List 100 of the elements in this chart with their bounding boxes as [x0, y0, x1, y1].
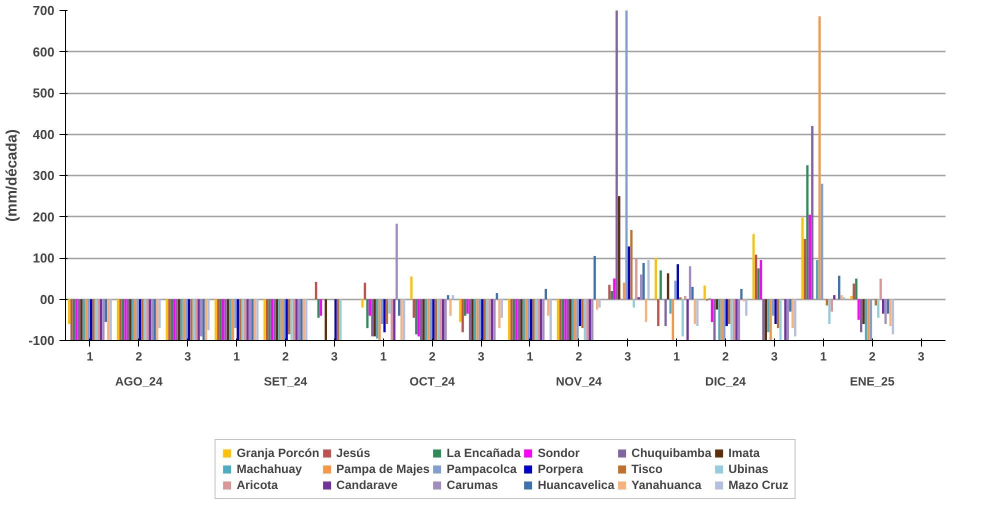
bar	[508, 299, 510, 340]
bar	[132, 299, 134, 340]
bar	[745, 299, 748, 316]
y-tick-label: 500	[32, 86, 55, 100]
legend-label: Sondor	[538, 446, 580, 460]
bar	[510, 299, 513, 340]
legend-label: Machahuay	[236, 462, 302, 476]
bar	[410, 276, 413, 300]
legend-label: Mazo Cruz	[728, 478, 788, 492]
legend-label: Huancavelica	[538, 478, 614, 492]
bar	[704, 286, 706, 300]
bar	[178, 299, 180, 340]
bar	[676, 264, 679, 300]
bar	[305, 299, 308, 340]
bar	[574, 299, 576, 340]
bar	[90, 299, 92, 340]
bar	[246, 299, 249, 340]
bar	[170, 299, 173, 340]
x-tick-label: 3	[771, 350, 778, 364]
bar	[420, 299, 422, 340]
bar	[173, 299, 176, 340]
bar	[682, 299, 684, 336]
text: AGO_24	[115, 374, 163, 388]
y-tick-label: 00	[40, 292, 55, 307]
bar	[616, 10, 618, 300]
bar	[222, 299, 224, 340]
x-tick-label: 2	[282, 350, 290, 364]
bar	[440, 299, 442, 340]
bar	[591, 299, 594, 340]
bar	[151, 299, 154, 340]
bar	[525, 299, 528, 340]
bar	[190, 299, 193, 340]
bar	[486, 299, 488, 340]
bar	[608, 284, 611, 300]
legend-label: Pampa de Majes	[336, 462, 430, 476]
bar	[136, 299, 139, 340]
bar	[224, 299, 227, 340]
bar	[412, 299, 415, 318]
x-tick-label: 1	[526, 350, 534, 364]
text: NOV_24	[556, 374, 602, 388]
bar	[110, 299, 112, 340]
bar	[880, 278, 882, 300]
bar	[862, 299, 865, 324]
bar	[774, 299, 777, 324]
bar	[674, 280, 677, 300]
bar	[542, 299, 545, 340]
legend-label: Yanahuanca	[631, 478, 702, 492]
bar	[640, 274, 642, 300]
bar	[366, 299, 369, 328]
bar	[418, 299, 420, 336]
bar	[288, 299, 290, 334]
bar	[374, 299, 376, 336]
bar	[88, 299, 90, 340]
bar	[300, 299, 303, 340]
x-tick-label: 2	[868, 350, 876, 364]
bar	[770, 299, 772, 340]
bar	[498, 299, 501, 328]
bar	[422, 299, 425, 340]
bar	[290, 299, 293, 340]
legend-label: Jesús	[336, 446, 370, 460]
bar	[530, 299, 532, 340]
bar	[772, 299, 774, 316]
bar	[396, 224, 398, 300]
bar	[459, 299, 462, 322]
x-tick-label: 1	[820, 350, 827, 364]
bar	[400, 299, 403, 340]
bar	[242, 299, 244, 340]
bar	[134, 299, 136, 340]
bar	[610, 291, 613, 300]
bar	[547, 299, 550, 316]
legend-label: Porpera	[538, 462, 584, 476]
bar	[452, 295, 454, 300]
bar	[102, 299, 105, 340]
bar	[378, 299, 381, 340]
bar	[388, 299, 391, 314]
x-tick-label: 1	[673, 350, 680, 364]
bar	[532, 299, 535, 340]
bar	[129, 299, 132, 340]
bar	[657, 299, 660, 326]
bar	[811, 126, 814, 300]
bar	[728, 299, 730, 324]
bar	[630, 230, 633, 300]
bar	[588, 299, 591, 340]
bar	[594, 256, 596, 300]
bar	[266, 299, 268, 340]
bar	[371, 299, 374, 336]
bar	[635, 258, 638, 300]
y-tick-label: 400	[32, 126, 55, 142]
bar	[855, 278, 858, 300]
bar	[686, 299, 689, 340]
bar	[806, 165, 809, 300]
x-tick-label: 1	[233, 350, 240, 364]
bar	[324, 299, 327, 340]
bar	[437, 299, 440, 340]
bar	[236, 299, 239, 340]
bar	[200, 299, 202, 336]
bar	[82, 299, 85, 340]
bar	[660, 270, 662, 300]
bar	[176, 299, 178, 340]
x-tick-label: 3	[478, 350, 485, 364]
